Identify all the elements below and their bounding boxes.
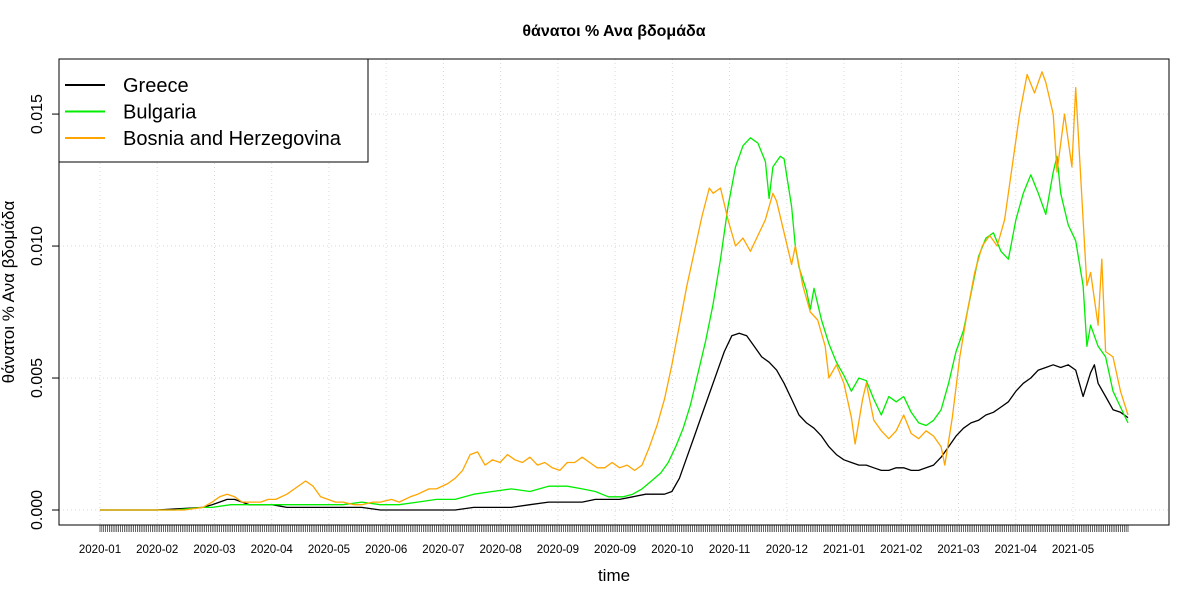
x-tick-label: 2021-03 <box>937 544 979 556</box>
y-tick-label: 0.015 <box>29 94 46 134</box>
x-tick-label: 2020-03 <box>193 544 235 556</box>
x-tick-label: 2020-08 <box>480 544 522 556</box>
legend: Greece Bulgaria Bosnia and Herzegovina <box>58 58 369 163</box>
x-tick-label: 2020-12 <box>766 544 808 556</box>
y-tick-label: 0.010 <box>29 226 46 266</box>
y-tick-label: 0.000 <box>29 490 46 530</box>
series-layer <box>100 71 1129 511</box>
x-tick-label: 2020-02 <box>136 544 178 556</box>
legend-label: Bosnia and Herzegovina <box>123 128 342 150</box>
x-tick-label: 2020-09 <box>537 544 579 556</box>
chart-title: θάνατοι % Ανα βδομάδα <box>522 23 705 40</box>
x-tick-label: 2020-06 <box>365 544 407 556</box>
x-tick-label: 2020-10 <box>651 544 693 556</box>
x-tick-label: 2020-11 <box>709 544 750 556</box>
x-tick-label: 2020-09 <box>594 544 636 556</box>
x-axis-label: time <box>598 566 630 585</box>
x-tick-label: 2021-01 <box>823 544 865 556</box>
x-minor-ticks <box>99 525 1129 532</box>
y-axis-label: θάνατοι % Ανα βδομάδα <box>0 201 18 384</box>
x-tick-label: 2021-05 <box>1052 544 1094 556</box>
series-line-bulgaria <box>100 137 1129 511</box>
x-tick-label: 2020-04 <box>251 544 294 556</box>
x-tick-label: 2020-07 <box>422 544 464 556</box>
x-tick-label: 2020-01 <box>79 544 121 556</box>
x-tick-label: 2020-05 <box>308 544 350 556</box>
legend-label: Bulgaria <box>123 102 197 124</box>
grid <box>59 59 1169 525</box>
y-tick-label: 0.005 <box>29 358 46 398</box>
series-line-bosnia-and-herzegovina <box>100 71 1129 511</box>
legend-label: Greece <box>123 75 189 97</box>
ticks-layer: 0.000 0.005 0.010 0.015 2020-01 2020-02 2020-0… <box>29 94 1129 556</box>
x-tick-label: 2021-04 <box>995 544 1038 556</box>
series-line-greece <box>100 332 1129 511</box>
x-tick-label: 2021-02 <box>880 544 922 556</box>
legend-box <box>58 58 369 163</box>
